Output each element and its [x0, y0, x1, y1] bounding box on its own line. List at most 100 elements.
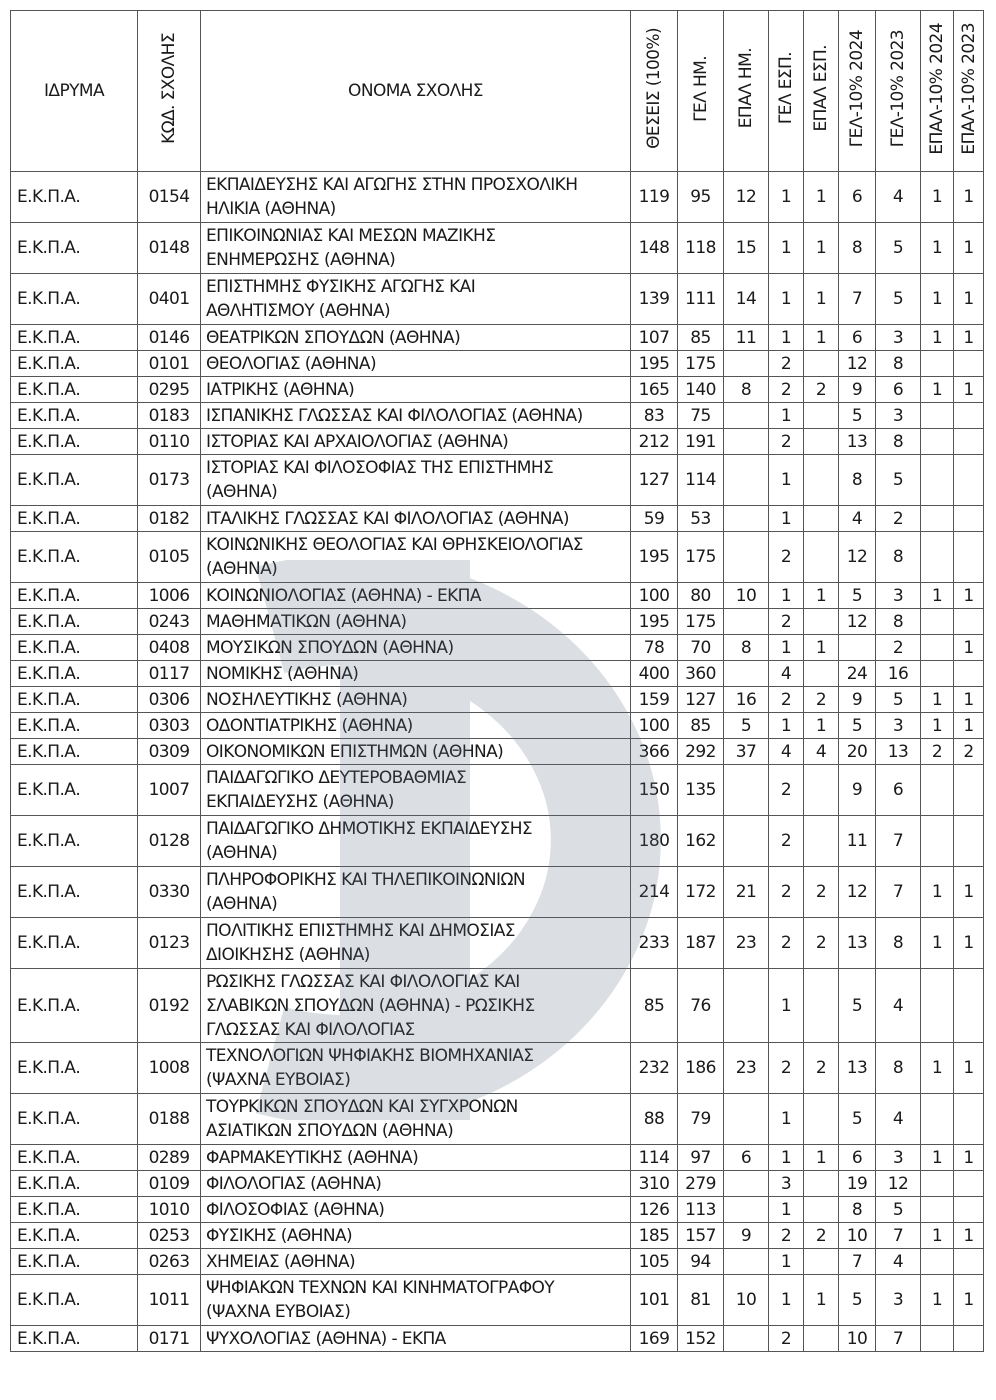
cell-epal-night: 1 — [803, 171, 839, 223]
cell-code: 0253 — [137, 1222, 201, 1249]
cell-epal-10-2024: 1 — [920, 1042, 954, 1094]
cell-gel-night: 1 — [768, 1196, 804, 1223]
cell-epal-10-2024: 1 — [920, 1144, 954, 1171]
cell-seats: 127 — [630, 454, 678, 506]
cell-code: 0128 — [137, 815, 201, 867]
cell-epal-10-2023 — [953, 1093, 984, 1145]
cell-gel-10-2023: 5 — [875, 222, 921, 274]
table-row: Ε.Κ.Π.Α. 0128 ΠΑΙΔΑΓΩΓΙΚΟ ΔΗΜΟΤΙΚΗΣ ΕΚΠΑΙΔ… — [10, 815, 984, 867]
cell-epal-day — [723, 505, 769, 532]
cell-gel-10-2023: 5 — [875, 686, 921, 713]
cell-gel-10-2023: 7 — [875, 815, 921, 867]
cell-school-name: ΘΕΑΤΡΙΚΩΝ ΣΠΟΥΔΩΝ (ΑΘΗΝΑ) — [200, 324, 631, 351]
cell-school-name: ΚΟΙΝΩΝΙΚΗΣ ΘΕΟΛΟΓΙΑΣ ΚΑΙ ΘΡΗΣΚΕΙΟΛΟΓΙΑΣ … — [200, 531, 631, 583]
cell-gel-10-2024: 5 — [838, 1093, 876, 1145]
cell-epal-night: 1 — [803, 712, 839, 739]
header-gel-10-2023: ΓΕΛ-10% 2023 — [875, 10, 921, 172]
table-row: Ε.Κ.Π.Α. 0188 ΤΟΥΡΚΙΚΩΝ ΣΠΟΥΔΩΝ ΚΑΙ ΣΥΓΧΡΟ… — [10, 1093, 984, 1145]
cell-gel-10-2024: 8 — [838, 1196, 876, 1223]
table-row: Ε.Κ.Π.Α. 0408 ΜΟΥΣΙΚΩΝ ΣΠΟΥΔΩΝ (ΑΘΗΝΑ) 78 70… — [10, 634, 984, 661]
cell-seats: 185 — [630, 1222, 678, 1249]
cell-epal-10-2023: 1 — [953, 1144, 984, 1171]
cell-school-name: ΦΥΣΙΚΗΣ (ΑΘΗΝΑ) — [200, 1222, 631, 1249]
table-row: Ε.Κ.Π.Α. 0306 ΝΟΣΗΛΕΥΤΙΚΗΣ (ΑΘΗΝΑ) 159 127 16… — [10, 686, 984, 713]
cell-epal-10-2023 — [953, 608, 984, 635]
cell-epal-10-2023: 1 — [953, 376, 984, 403]
cell-epal-10-2023 — [953, 402, 984, 429]
cell-school-name: ΙΣΠΑΝΙΚΗΣ ΓΛΩΣΣΑΣ ΚΑΙ ΦΙΛΟΛΟΓΙΑΣ (ΑΘΗΝΑ) — [200, 402, 631, 429]
cell-school-name: ΙΣΤΟΡΙΑΣ ΚΑΙ ΑΡΧΑΙΟΛΟΓΙΑΣ (ΑΘΗΝΑ) — [200, 428, 631, 455]
cell-institution: Ε.Κ.Π.Α. — [10, 608, 138, 635]
cell-gel-10-2024: 7 — [838, 273, 876, 325]
cell-epal-10-2023 — [953, 454, 984, 506]
table-row: Ε.Κ.Π.Α. 0173 ΙΣΤΟΡΙΑΣ ΚΑΙ ΦΙΛΟΣΟΦΙΑΣ ΤΗΣ … — [10, 454, 984, 506]
cell-gel-10-2023: 3 — [875, 1144, 921, 1171]
cell-epal-10-2023 — [953, 1170, 984, 1197]
cell-epal-day: 8 — [723, 634, 769, 661]
cell-epal-day: 9 — [723, 1222, 769, 1249]
cell-epal-day: 11 — [723, 324, 769, 351]
table-row: Ε.Κ.Π.Α. 0401 ΕΠΙΣΤΗΜΗΣ ΦΥΣΙΚΗΣ ΑΓΩΓΗΣ ΚΑΙ… — [10, 273, 984, 325]
table-row: Ε.Κ.Π.Α. 1011 ΨΗΦΙΑΚΩΝ ΤΕΧΝΩΝ ΚΑΙ ΚΙΝΗΜΑΤΟ… — [10, 1274, 984, 1326]
cell-gel-night: 2 — [768, 428, 804, 455]
cell-epal-10-2023: 1 — [953, 222, 984, 274]
cell-epal-day: 14 — [723, 273, 769, 325]
cell-gel-10-2023: 5 — [875, 273, 921, 325]
cell-gel-day: 135 — [677, 764, 724, 816]
cell-epal-night — [803, 1093, 839, 1145]
cell-epal-10-2024 — [920, 1248, 954, 1275]
cell-epal-10-2024: 1 — [920, 171, 954, 223]
cell-gel-night: 1 — [768, 402, 804, 429]
cell-gel-10-2023: 2 — [875, 634, 921, 661]
table-row: Ε.Κ.Π.Α. 0243 ΜΑΘΗΜΑΤΙΚΩΝ (ΑΘΗΝΑ) 195 175 2 12… — [10, 608, 984, 635]
cell-gel-10-2024: 9 — [838, 764, 876, 816]
cell-gel-night: 1 — [768, 634, 804, 661]
cell-epal-10-2023 — [953, 505, 984, 532]
cell-institution: Ε.Κ.Π.Α. — [10, 402, 138, 429]
cell-institution: Ε.Κ.Π.Α. — [10, 582, 138, 609]
cell-seats: 195 — [630, 608, 678, 635]
cell-epal-10-2023: 1 — [953, 171, 984, 223]
cell-gel-night: 2 — [768, 1042, 804, 1094]
cell-gel-night: 1 — [768, 273, 804, 325]
header-gel-night: ΓΕΛ ΕΣΠ. — [768, 10, 804, 172]
cell-code: 1010 — [137, 1196, 201, 1223]
cell-epal-night: 1 — [803, 1274, 839, 1326]
header-row: ΙΔΡΥΜΑ ΚΩΔ. ΣΧΟΛΗΣ ΟΝΟΜΑ ΣΧΟΛΗΣ ΘΕΣΕΙΣ (… — [10, 10, 984, 172]
cell-gel-10-2023: 3 — [875, 1274, 921, 1326]
cell-epal-10-2023 — [953, 531, 984, 583]
cell-epal-10-2024: 1 — [920, 712, 954, 739]
cell-gel-night: 2 — [768, 815, 804, 867]
cell-code: 0263 — [137, 1248, 201, 1275]
cell-gel-10-2024: 5 — [838, 402, 876, 429]
cell-seats: 165 — [630, 376, 678, 403]
cell-epal-day — [723, 531, 769, 583]
cell-epal-day: 37 — [723, 738, 769, 765]
cell-seats: 159 — [630, 686, 678, 713]
cell-epal-10-2024 — [920, 1325, 954, 1352]
cell-gel-night: 2 — [768, 686, 804, 713]
cell-gel-night: 4 — [768, 738, 804, 765]
table-row: Ε.Κ.Π.Α. 0182 ΙΤΑΛΙΚΗΣ ΓΛΩΣΣΑΣ ΚΑΙ ΦΙΛΟΛΟΓ… — [10, 505, 984, 532]
cell-epal-10-2024: 2 — [920, 738, 954, 765]
cell-code: 0401 — [137, 273, 201, 325]
cell-gel-10-2023: 8 — [875, 531, 921, 583]
cell-epal-night: 1 — [803, 324, 839, 351]
cell-gel-night: 1 — [768, 454, 804, 506]
cell-institution: Ε.Κ.Π.Α. — [10, 815, 138, 867]
cell-gel-10-2024: 5 — [838, 712, 876, 739]
cell-seats: 232 — [630, 1042, 678, 1094]
table-row: Ε.Κ.Π.Α. 0303 ΟΔΟΝΤΙΑΤΡΙΚΗΣ (ΑΘΗΝΑ) 100 85 5 1… — [10, 712, 984, 739]
cell-epal-10-2024 — [920, 428, 954, 455]
cell-epal-10-2023: 1 — [953, 1042, 984, 1094]
cell-gel-10-2023: 7 — [875, 1325, 921, 1352]
cell-gel-day: 187 — [677, 917, 724, 969]
cell-epal-10-2024: 1 — [920, 222, 954, 274]
header-epal-10-2024: ΕΠΑΛ-10% 2024 — [920, 10, 954, 172]
cell-epal-day — [723, 764, 769, 816]
cell-gel-night: 2 — [768, 376, 804, 403]
cell-institution: Ε.Κ.Π.Α. — [10, 428, 138, 455]
table-row: Ε.Κ.Π.Α. 0171 ΨΥΧΟΛΟΓΙΑΣ (ΑΘΗΝΑ) - ΕΚΠΑ 169… — [10, 1325, 984, 1352]
cell-gel-night: 2 — [768, 866, 804, 918]
cell-epal-night — [803, 505, 839, 532]
